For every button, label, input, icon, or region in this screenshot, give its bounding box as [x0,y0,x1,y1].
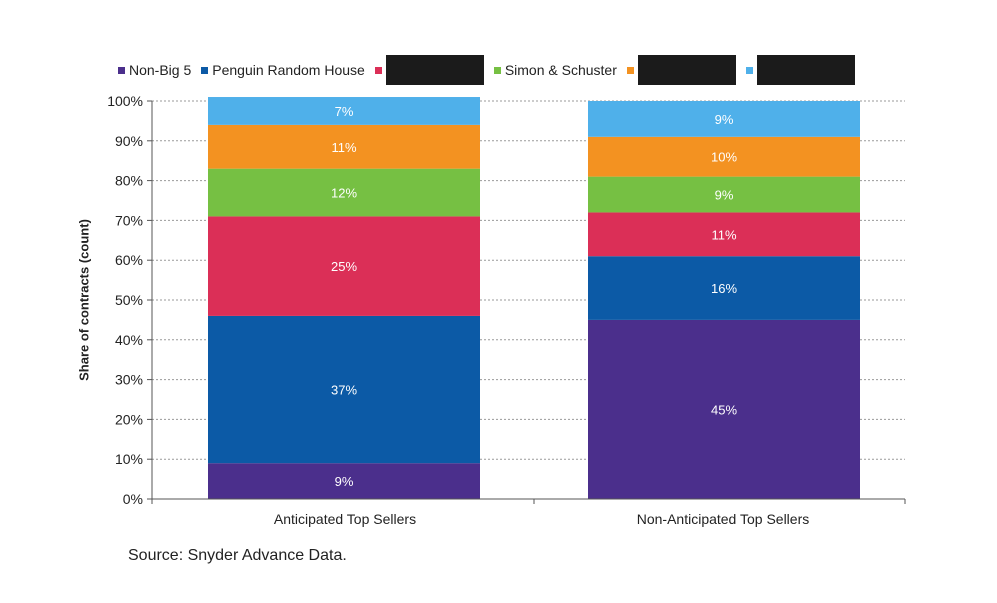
data-label: 16% [711,281,737,296]
y-tick-label: 70% [115,212,143,228]
legend-swatch-simon-schuster [493,66,501,74]
legend-redaction-box [385,55,484,85]
data-label: 12% [331,186,357,201]
legend-label-simon-schuster: Simon & Schuster [504,62,617,78]
bar-segment [588,136,860,177]
y-tick-label: 50% [115,292,143,308]
bar-segment [588,101,860,137]
y-tick-label: 40% [115,332,143,348]
legend-swatch-red [374,66,382,74]
legend-label-penguin-random-house: Penguin Random House [212,62,365,78]
data-label: 9% [335,474,354,489]
bar-segment [208,216,480,316]
legend-swatch-penguin-random-house [201,66,209,74]
y-tick-label: 30% [115,372,143,388]
bar-segment [208,463,480,499]
legend-swatch-light-blue [745,66,753,74]
data-label: 45% [711,402,737,417]
data-label: 37% [331,383,357,398]
data-label: 11% [331,140,356,155]
y-tick-label: 90% [115,133,143,149]
legend-swatch-orange [626,66,634,74]
y-tick-label: 100% [107,93,143,109]
data-label: 25% [331,259,357,274]
bar-segment [208,97,480,125]
bar-segment [208,168,480,217]
y-tick-label: 80% [115,173,143,189]
data-label: 9% [715,188,734,203]
y-tick-label: 0% [123,491,143,507]
y-tick-label: 60% [115,252,143,268]
legend-item-penguin-random-house: Penguin Random House [201,62,365,78]
legend-redaction-box [756,55,855,85]
data-label: 7% [335,104,354,119]
y-tick-label: 20% [115,411,143,427]
x-category-label: Anticipated Top Sellers [274,511,416,527]
y-tick-label: 10% [115,451,143,467]
bar-segment [588,212,860,257]
legend: Non-Big 5 Penguin Random House Simon & S… [118,55,865,85]
legend-swatch-non-big-5 [118,66,125,74]
legend-label-non-big-5: Non-Big 5 [129,62,192,78]
legend-item-simon-schuster: Simon & Schuster [493,62,617,78]
legend-item-redacted-orange [626,55,736,85]
source-note: Source: Snyder Advance Data. [128,547,347,564]
legend-item-redacted-red [374,55,484,85]
data-label: 9% [715,112,734,127]
legend-item-non-big-5: Non-Big 5 [118,62,191,78]
legend-redaction-box [637,55,736,85]
y-axis-title: Share of contracts (count) [76,219,92,381]
legend-item-redacted-blue [745,55,855,85]
bar-segment [588,176,860,213]
bar-segment [588,319,860,499]
x-category-label: Non-Anticipated Top Sellers [637,511,810,527]
data-label: 11% [711,227,736,242]
data-label: 10% [711,150,737,165]
bar-segment [588,256,860,320]
bar-segment [208,124,480,169]
bar-segment [208,315,480,464]
